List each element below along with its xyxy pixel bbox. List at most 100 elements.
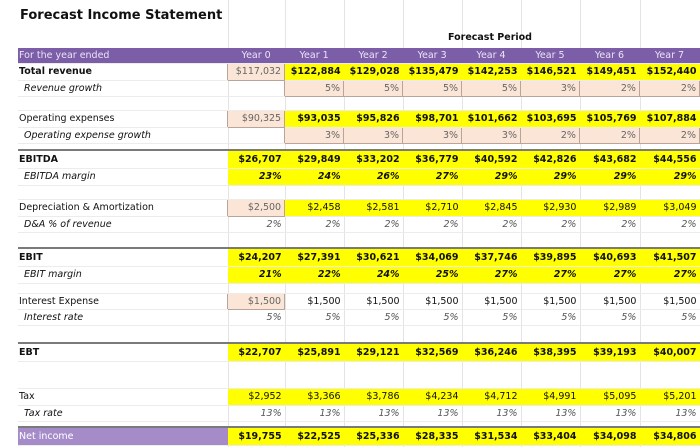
value-cell[interactable]: $31,534 [461,426,521,446]
value-cell[interactable]: 3% [402,126,463,144]
value-cell[interactable]: 26% [343,168,403,186]
value-cell[interactable]: $28,335 [402,426,462,446]
value-cell[interactable]: 5% [227,309,285,326]
value-cell[interactable]: $4,234 [402,388,462,406]
value-cell[interactable]: 2% [461,216,521,233]
value-cell[interactable]: $3,786 [343,388,403,406]
value-cell[interactable]: 3% [520,79,580,97]
value-cell[interactable]: $152,440 [639,63,700,81]
value-cell[interactable]: $37,746 [461,247,521,267]
value-cell[interactable]: 13% [284,405,344,422]
value-cell[interactable]: $44,556 [639,149,700,169]
value-cell[interactable]: $32,569 [402,342,462,362]
value-cell[interactable]: 13% [639,405,700,422]
value-cell[interactable]: $33,404 [520,426,580,446]
value-cell[interactable]: $1,500 [343,293,403,310]
value-cell[interactable]: $43,682 [579,149,640,169]
value-cell[interactable]: $2,581 [343,199,403,217]
value-cell[interactable]: $42,826 [520,149,580,169]
value-cell[interactable]: $107,884 [639,110,700,128]
value-cell[interactable]: 21% [227,266,285,284]
value-cell[interactable]: 27% [639,266,700,284]
value-cell[interactable]: $36,779 [402,149,462,169]
value-cell[interactable]: 25% [402,266,462,284]
value-cell[interactable]: $29,849 [284,149,344,169]
value-cell[interactable]: $2,952 [227,388,285,406]
value-cell[interactable]: 2% [579,216,640,233]
value-cell[interactable]: 2% [638,79,700,97]
value-cell[interactable]: $25,336 [343,426,403,446]
value-cell[interactable]: 5% [343,309,403,326]
value-cell[interactable]: 3% [343,126,404,144]
value-cell[interactable]: $101,662 [461,110,521,128]
value-cell[interactable]: 23% [227,168,285,186]
value-cell[interactable]: 2% [578,79,640,97]
value-cell[interactable]: $39,895 [520,247,580,267]
value-cell[interactable]: 5% [639,309,700,326]
value-cell[interactable]: $4,712 [461,388,521,406]
value-cell[interactable]: $40,592 [461,149,521,169]
value-cell[interactable]: $34,098 [579,426,640,446]
value-cell[interactable]: $27,391 [284,247,344,267]
value-cell[interactable]: 24% [343,266,403,284]
value-cell[interactable]: $2,710 [402,199,462,217]
value-cell[interactable]: 2% [578,126,640,144]
value-cell[interactable]: 13% [579,405,640,422]
value-cell[interactable]: 2% [520,126,580,144]
value-cell[interactable]: $98,701 [402,110,462,128]
value-cell[interactable]: 5% [343,79,404,97]
value-cell[interactable]: $146,521 [520,63,580,81]
value-cell[interactable]: 27% [402,168,462,186]
value-cell[interactable]: $1,500 [520,293,580,310]
value-cell[interactable]: 5% [402,79,463,97]
value-cell[interactable]: $2,930 [520,199,580,217]
value-cell[interactable]: 5% [461,79,521,97]
value-cell[interactable]: $1,500 [579,293,640,310]
value-cell[interactable]: $33,202 [343,149,403,169]
value-cell[interactable]: 13% [343,405,403,422]
value-cell[interactable]: 2% [520,216,580,233]
value-cell[interactable]: $5,095 [579,388,640,406]
value-cell[interactable]: $5,201 [639,388,700,406]
value-cell[interactable]: 27% [461,266,521,284]
value-cell[interactable]: $34,806 [639,426,700,446]
value-cell[interactable]: $38,395 [520,342,580,362]
value-cell[interactable]: $24,207 [227,247,285,267]
value-cell[interactable]: 3% [461,126,521,144]
value-cell[interactable]: $103,695 [520,110,580,128]
value-cell[interactable]: 29% [461,168,521,186]
value-cell[interactable]: 27% [579,266,640,284]
value-cell[interactable]: $34,069 [402,247,462,267]
value-cell[interactable]: $2,500 [227,198,286,217]
value-cell[interactable]: $19,755 [227,426,285,446]
value-cell[interactable]: $36,246 [461,342,521,362]
value-cell[interactable]: $41,507 [639,247,700,267]
value-cell[interactable]: 13% [520,405,580,422]
value-cell[interactable]: $95,826 [343,110,403,128]
value-cell[interactable]: 5% [579,309,640,326]
value-cell[interactable]: $2,458 [284,199,344,217]
value-cell[interactable]: $1,500 [639,293,700,310]
value-cell[interactable]: 13% [227,405,285,422]
value-cell[interactable]: 2% [227,216,285,233]
value-cell[interactable]: $93,035 [284,110,344,128]
value-cell[interactable]: $2,989 [579,199,640,217]
value-cell[interactable]: $30,621 [343,247,403,267]
value-cell[interactable]: $90,325 [227,109,286,128]
value-cell[interactable]: $149,451 [579,63,640,81]
value-cell[interactable]: 13% [461,405,521,422]
value-cell[interactable]: 5% [284,79,345,97]
value-cell[interactable] [227,80,285,97]
value-cell[interactable]: 5% [402,309,462,326]
value-cell[interactable]: $40,693 [579,247,640,267]
value-cell[interactable]: $2,845 [461,199,521,217]
value-cell[interactable]: $105,769 [579,110,640,128]
value-cell[interactable]: $1,500 [402,293,462,310]
value-cell[interactable]: 2% [402,216,462,233]
value-cell[interactable]: $122,884 [284,63,344,81]
value-cell[interactable]: $1,500 [284,293,344,310]
value-cell[interactable]: $1,500 [461,293,521,310]
value-cell[interactable]: 2% [284,216,344,233]
value-cell[interactable]: 5% [520,309,580,326]
value-cell[interactable]: $3,366 [284,388,344,406]
